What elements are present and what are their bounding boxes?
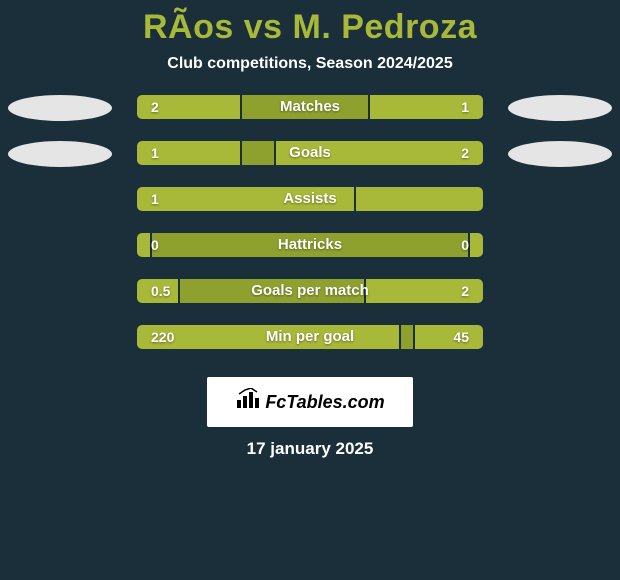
page-subtitle: Club competitions, Season 2024/2025: [0, 55, 620, 73]
stat-bar: 00Hattricks: [137, 233, 483, 257]
stat-label: Goals: [137, 141, 483, 165]
player-right-badge: [508, 95, 612, 121]
stat-label: Min per goal: [137, 325, 483, 349]
stat-row: 21Matches: [0, 95, 620, 141]
comparison-card: RÃ­os vs M. Pedroza Club competitions, S…: [0, 0, 620, 580]
stat-label: Goals per match: [137, 279, 483, 303]
stat-bar: 1Assists: [137, 187, 483, 211]
stat-label: Matches: [137, 95, 483, 119]
stat-label: Assists: [137, 187, 483, 211]
logo-text: FcTables.com: [265, 392, 384, 413]
stat-row: 1Assists: [0, 187, 620, 233]
stat-row: 22045Min per goal: [0, 325, 620, 371]
player-right-badge: [508, 141, 612, 167]
stat-bar: 12Goals: [137, 141, 483, 165]
date-text: 17 january 2025: [0, 439, 620, 459]
page-title: RÃ­os vs M. Pedroza: [0, 8, 620, 47]
stat-row: 0.52Goals per match: [0, 279, 620, 325]
stat-bar: 22045Min per goal: [137, 325, 483, 349]
player-left-badge: [8, 141, 112, 167]
player-left-badge: [8, 95, 112, 121]
stat-row: 00Hattricks: [0, 233, 620, 279]
logo-box[interactable]: FcTables.com: [207, 377, 413, 427]
stat-row: 12Goals: [0, 141, 620, 187]
stat-label: Hattricks: [137, 233, 483, 257]
chart-icon: [235, 388, 261, 416]
stat-bar: 21Matches: [137, 95, 483, 119]
stat-rows: 21Matches 12Goals 1Assists 00Hattricks 0.52G…: [0, 95, 620, 371]
stat-bar: 0.52Goals per match: [137, 279, 483, 303]
